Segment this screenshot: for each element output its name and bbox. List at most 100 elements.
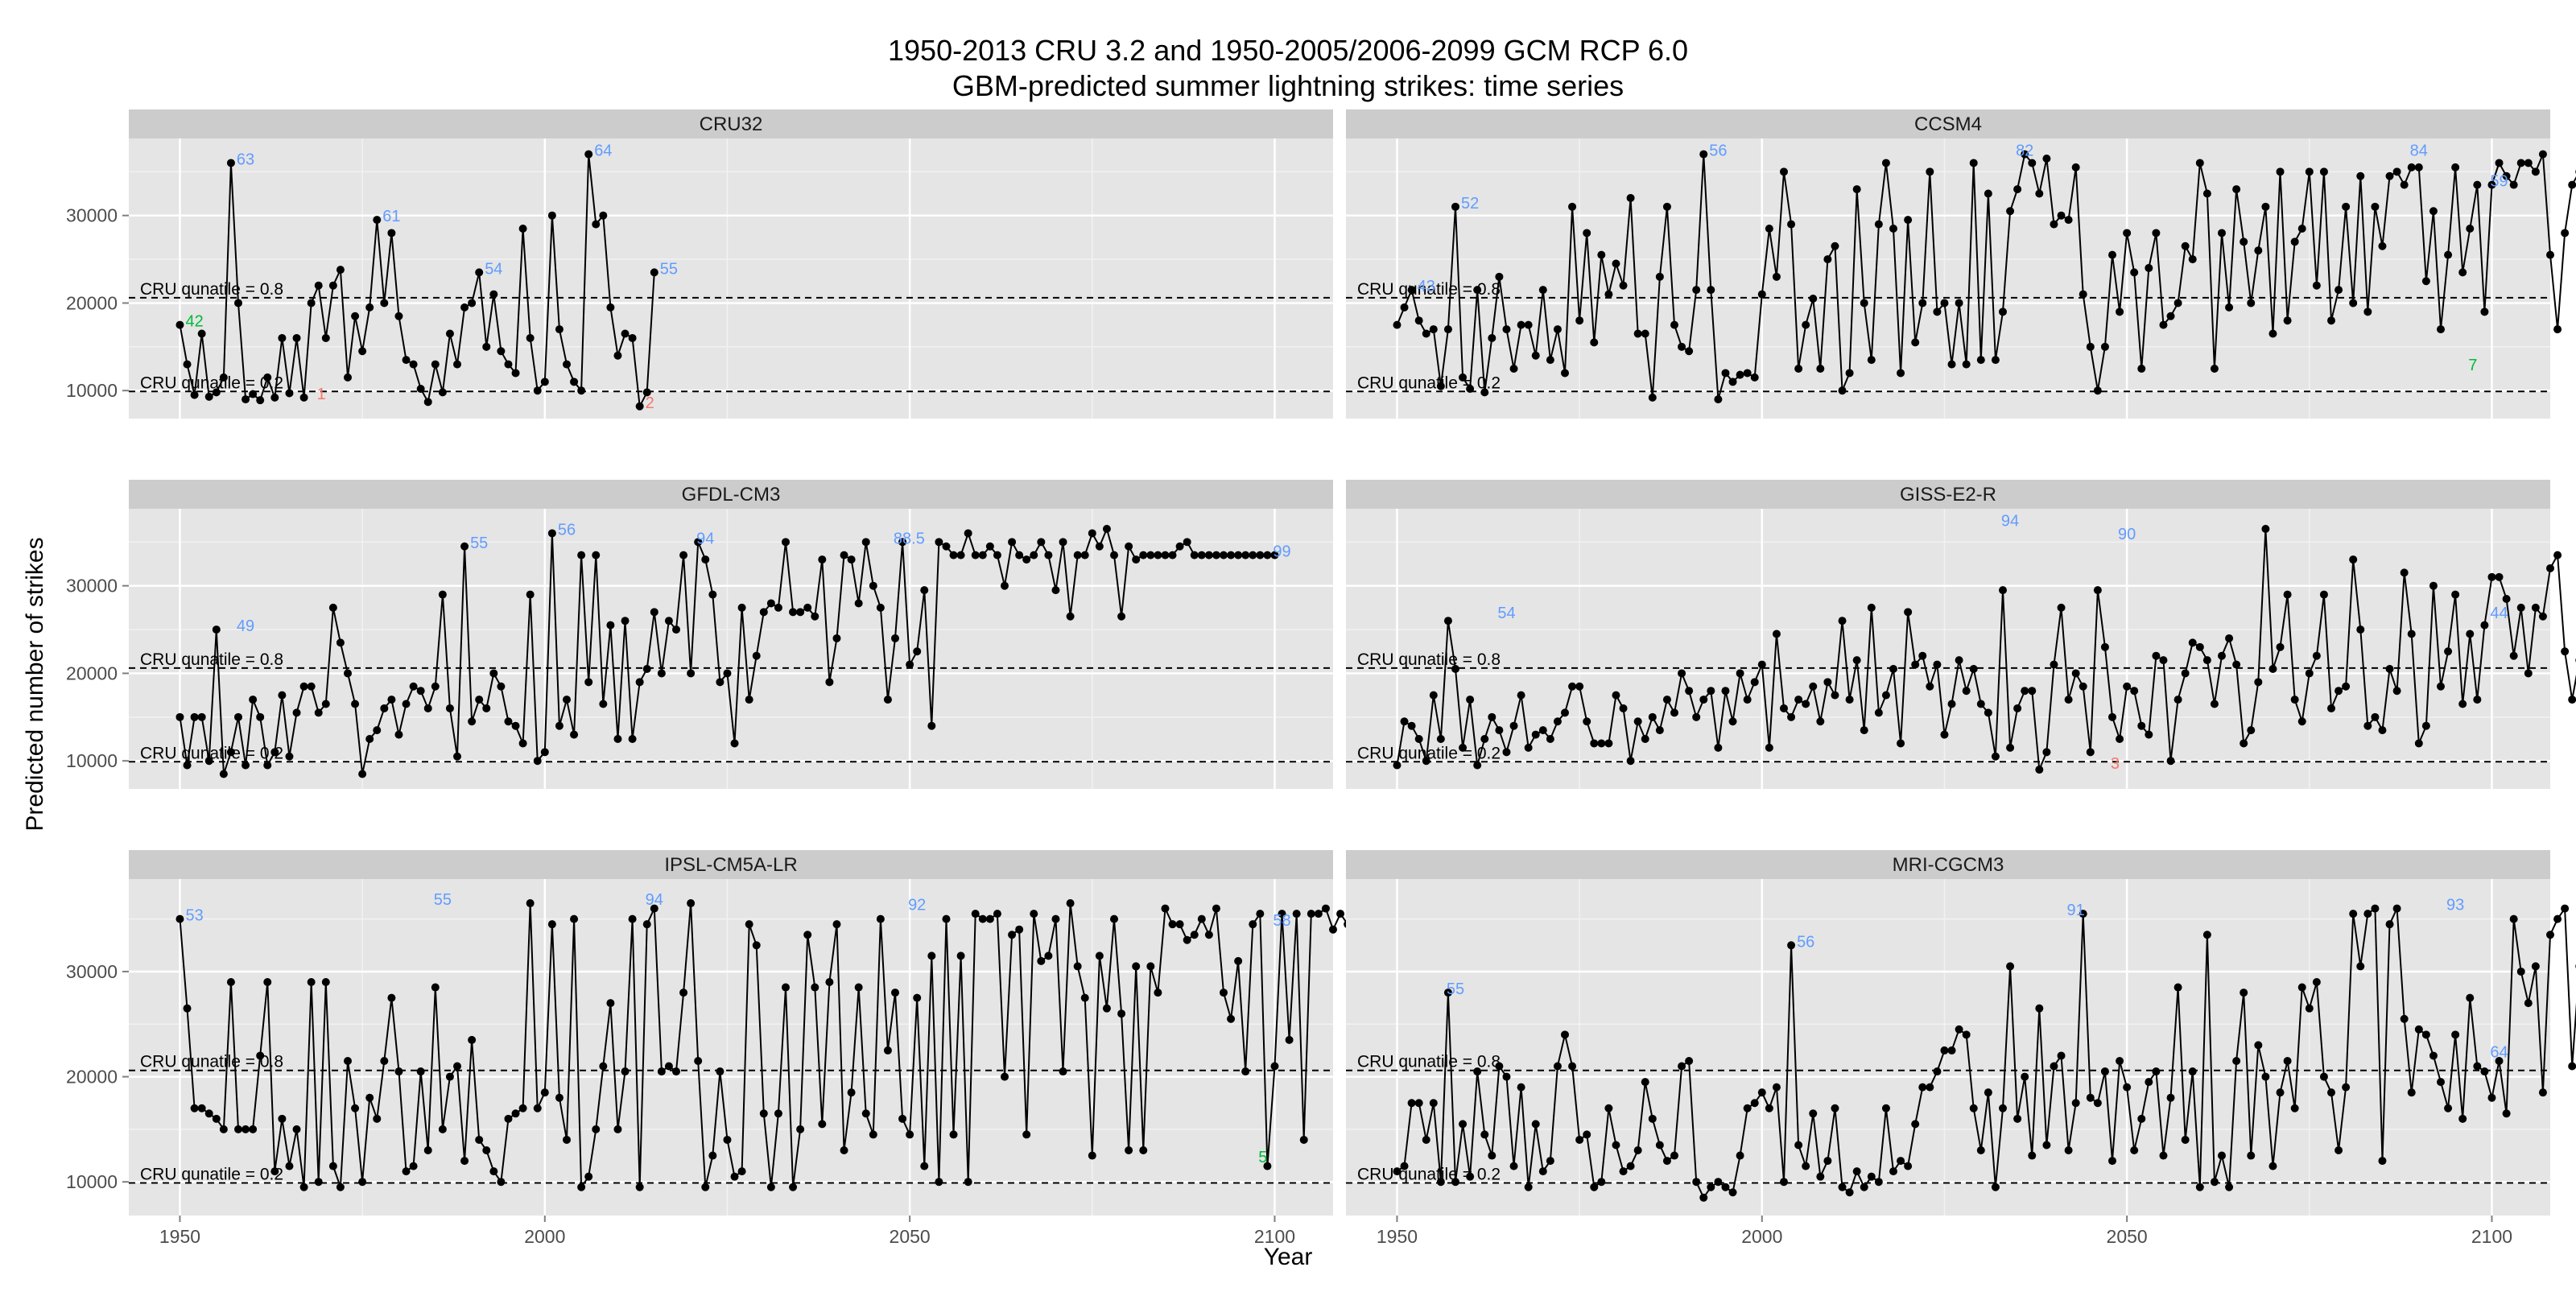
- data-point: [2349, 910, 2357, 918]
- data-point: [1510, 722, 1518, 730]
- data-label: 49: [237, 617, 254, 635]
- data-point: [782, 538, 790, 546]
- data-point: [1780, 1178, 1788, 1186]
- chart-title-line2: GBM-predicted summer lightning strikes: …: [0, 69, 2576, 103]
- data-point: [2277, 1088, 2285, 1096]
- data-point: [2393, 687, 2401, 695]
- data-point: [767, 599, 775, 607]
- data-point: [1634, 717, 1642, 725]
- data-point: [555, 325, 564, 333]
- data-point: [993, 551, 1001, 559]
- data-point: [1451, 665, 1459, 673]
- data-point: [832, 634, 840, 642]
- data-point: [665, 617, 673, 625]
- data-point: [242, 395, 250, 403]
- data-point: [2466, 225, 2474, 233]
- data-point: [2268, 1162, 2277, 1170]
- data-point: [1422, 330, 1430, 338]
- data-point: [1227, 1015, 1235, 1023]
- data-point: [1999, 586, 2007, 594]
- data-point: [1415, 735, 1423, 743]
- data-point: [1249, 551, 1257, 559]
- data-point: [1139, 551, 1147, 559]
- data-point: [1678, 1063, 1686, 1071]
- data-point: [1882, 691, 1890, 700]
- data-label: 42: [185, 313, 203, 331]
- data-point: [460, 303, 469, 312]
- data-point: [234, 299, 242, 307]
- data-point: [1744, 1104, 1752, 1112]
- y-tick-label: 20000: [66, 663, 118, 683]
- data-point: [2211, 700, 2219, 708]
- data-point: [1568, 1063, 1576, 1071]
- data-point: [1707, 286, 1715, 294]
- data-point: [1751, 678, 1759, 686]
- data-point: [599, 700, 607, 708]
- data-point: [1408, 286, 1416, 294]
- data-label: 82: [2016, 142, 2033, 160]
- data-point: [1663, 203, 1671, 211]
- data-point: [2065, 216, 2073, 224]
- data-point: [1649, 713, 1657, 721]
- data-point: [1125, 543, 1133, 551]
- data-label: 7: [2468, 357, 2477, 374]
- data-point: [1604, 291, 1612, 299]
- data-point: [1008, 538, 1016, 546]
- data-point: [2422, 277, 2430, 285]
- data-point: [1459, 374, 1467, 382]
- panel-background: [129, 138, 1333, 419]
- data-point: [2393, 167, 2401, 175]
- data-point: [1393, 762, 1401, 770]
- data-point: [329, 604, 337, 612]
- data-point: [475, 1136, 483, 1144]
- data-point: [2291, 696, 2299, 704]
- data-point: [380, 704, 388, 712]
- data-point: [1999, 308, 2007, 316]
- data-point: [2159, 1152, 2167, 1160]
- data-point: [2561, 905, 2569, 913]
- data-point: [577, 551, 585, 559]
- data-point: [2298, 717, 2306, 725]
- data-point: [1198, 915, 1206, 923]
- data-point: [2261, 203, 2269, 211]
- data-point: [1444, 325, 1452, 333]
- data-point: [1561, 708, 1569, 716]
- data-point: [453, 1063, 461, 1071]
- data-point: [1875, 221, 1883, 229]
- data-point: [1401, 1162, 1409, 1170]
- data-point: [1846, 1188, 1854, 1196]
- data-point: [387, 229, 395, 237]
- data-point: [2408, 163, 2416, 171]
- data-point: [1627, 757, 1635, 765]
- data-point: [1620, 282, 1628, 290]
- data-point: [745, 920, 753, 928]
- data-point: [1692, 286, 1700, 294]
- data-point: [446, 704, 454, 712]
- data-point: [950, 551, 958, 559]
- data-point: [1926, 167, 1934, 175]
- data-point: [957, 951, 965, 960]
- data-point: [1466, 385, 1474, 393]
- data-point: [285, 1162, 293, 1170]
- data-point: [1539, 1167, 1547, 1175]
- data-point: [1773, 273, 1781, 281]
- data-point: [1765, 225, 1773, 233]
- data-point: [1146, 962, 1154, 970]
- data-point: [2503, 595, 2511, 603]
- data-point: [242, 1125, 250, 1133]
- data-point: [410, 683, 418, 691]
- data-point: [1590, 739, 1598, 747]
- data-point: [2349, 299, 2357, 307]
- data-point: [227, 748, 235, 756]
- data-point: [584, 1173, 592, 1181]
- data-point: [2268, 330, 2277, 338]
- data-point: [1773, 630, 1781, 638]
- facet-strip-label: GISS-E2-R: [1900, 484, 1996, 506]
- data-point: [2378, 242, 2386, 250]
- reference-line-label: CRU qunatile = 0.2: [140, 1166, 283, 1184]
- data-point: [2386, 665, 2394, 673]
- data-point: [1787, 713, 1795, 721]
- data-point: [1146, 551, 1154, 559]
- data-point: [198, 330, 206, 338]
